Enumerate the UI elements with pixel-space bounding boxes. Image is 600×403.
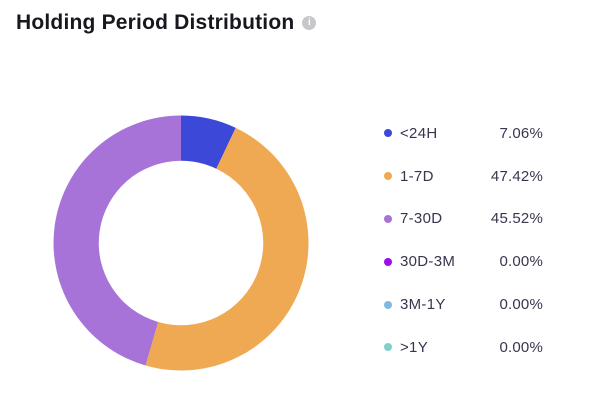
legend-item-1-7d[interactable]: 1-7D 47.42% [384, 155, 543, 198]
donut-chart [53, 115, 309, 371]
legend-value: 0.00% [499, 253, 543, 271]
legend-color-dot [384, 257, 392, 266]
legend-item-7-30d[interactable]: 7-30D 45.52% [384, 198, 543, 241]
legend-value: 0.00% [499, 338, 543, 356]
legend-label: >1Y [400, 338, 429, 356]
legend-value: 45.52% [490, 210, 543, 228]
legend-value: 7.06% [499, 124, 543, 142]
legend-color-dot [384, 129, 392, 138]
donut-slice-7-30d[interactable] [53, 115, 181, 366]
legend-item-3m-1y[interactable]: 3M-1Y 0.00% [384, 283, 543, 326]
legend-value: 47.42% [490, 167, 543, 185]
donut-slice-1-7d[interactable] [145, 127, 309, 371]
legend-label: <24H [400, 124, 438, 142]
legend-color-dot [384, 214, 392, 223]
card-header: Holding Period Distribution i [16, 11, 317, 35]
legend-item-1y[interactable]: >1Y 0.00% [384, 326, 543, 369]
legend-item-24h[interactable]: <24H 7.06% [384, 112, 543, 155]
legend-label: 3M-1Y [400, 296, 446, 314]
info-icon[interactable]: i [302, 16, 317, 30]
legend-label: 1-7D [400, 167, 434, 185]
legend-item-30d-3m[interactable]: 30D-3M 0.00% [384, 240, 543, 283]
legend-label: 7-30D [400, 210, 443, 228]
legend-color-dot [384, 300, 392, 309]
chart-legend: <24H 7.06% 1-7D 47.42% 7-30D 45.52% 30D-3M 0.00… [384, 112, 543, 369]
legend-value: 0.00% [499, 296, 543, 314]
legend-color-dot [384, 343, 392, 352]
page-title: Holding Period Distribution [16, 11, 295, 34]
legend-color-dot [384, 172, 392, 181]
donut-slice-24h[interactable] [181, 115, 236, 169]
legend-label: 30D-3M [400, 253, 456, 271]
